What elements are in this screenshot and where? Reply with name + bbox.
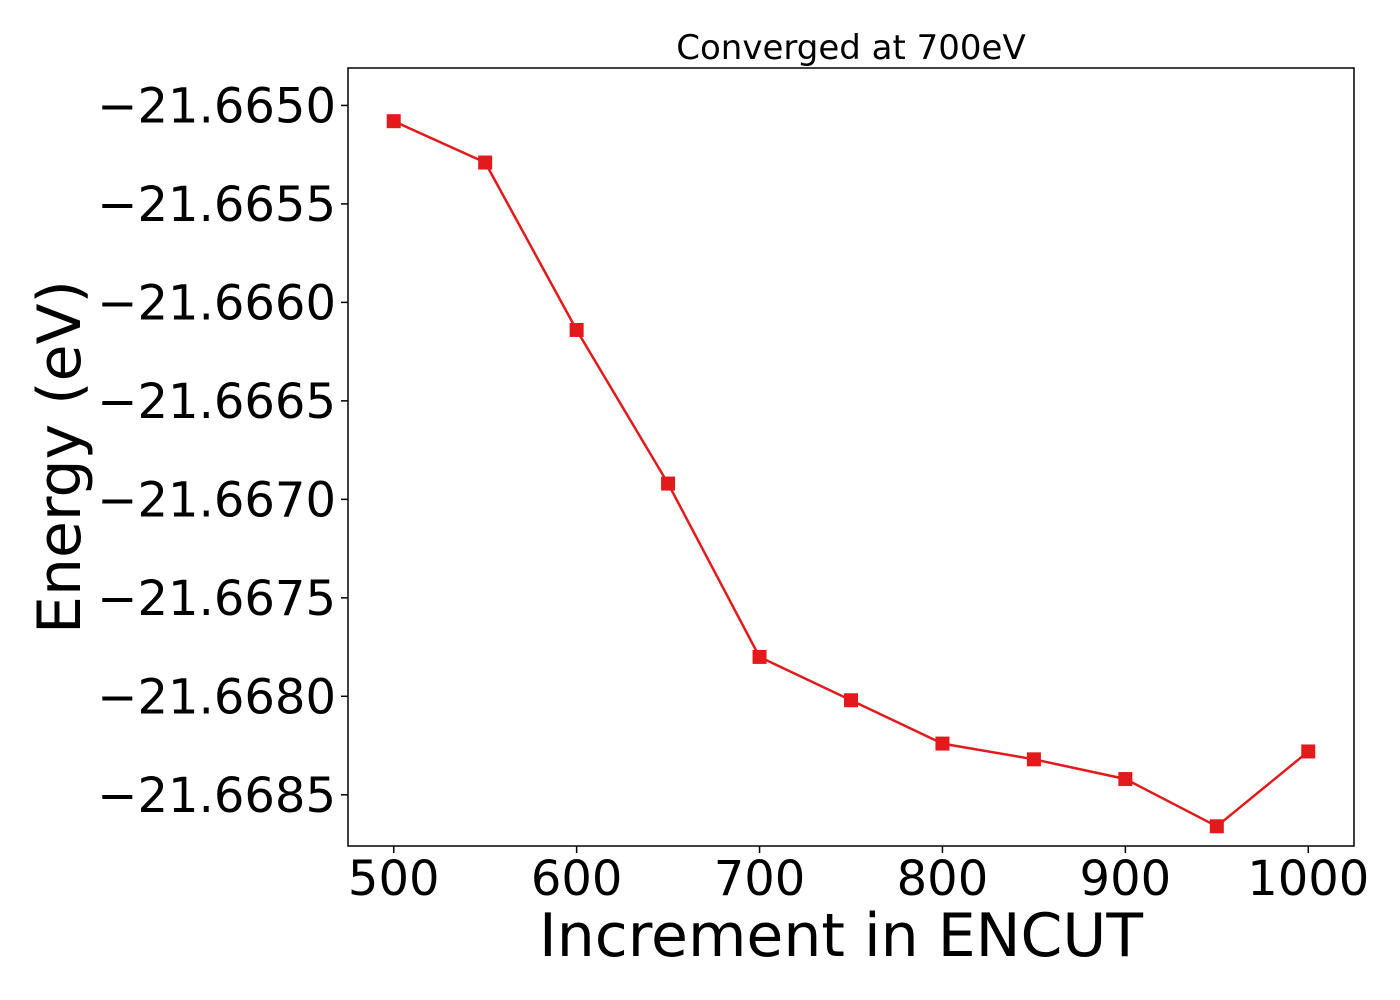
data-point-marker: [752, 649, 767, 664]
x-tick-label: 800: [897, 851, 989, 907]
y-axis-label: Energy (eV): [25, 280, 95, 634]
data-point-marker: [1118, 772, 1133, 787]
y-tick-label: −21.6685: [97, 768, 336, 824]
plot-frame: [347, 67, 1355, 847]
x-tick-label: 500: [348, 851, 440, 907]
y-axis-ticks: −21.6650 −21.6655 −21.6660 −21.6665 −21.6670…: [97, 78, 348, 824]
y-tick-label: −21.6680: [97, 669, 336, 725]
y-tick-label: −21.6660: [97, 275, 336, 331]
data-point-marker: [844, 693, 858, 708]
x-axis-label: Increment in ENCUT: [539, 901, 1143, 971]
x-tick-label: 700: [714, 851, 806, 907]
y-tick-label: −21.6665: [97, 374, 336, 430]
y-tick-label: −21.6650: [97, 78, 336, 134]
plot-marks: [386, 114, 1316, 834]
series-line: [393, 120, 1310, 828]
data-point-marker: [661, 476, 676, 491]
x-tick-label: 900: [1080, 851, 1172, 907]
x-axis-ticks: 500 600 700 800 900 1000: [348, 846, 1369, 907]
data-point-marker: [1209, 819, 1224, 834]
data-point-marker: [386, 114, 401, 129]
y-tick-label: −21.6675: [97, 571, 336, 627]
data-point-marker: [478, 155, 493, 170]
data-point-marker: [1301, 744, 1316, 759]
x-tick-label: 600: [531, 851, 623, 907]
chart-title: Converged at 700eV: [676, 28, 1025, 68]
x-tick-label: 1000: [1247, 851, 1369, 907]
data-point-marker: [1026, 752, 1041, 767]
y-tick-label: −21.6670: [97, 472, 336, 528]
data-point-marker: [569, 322, 584, 337]
y-tick-label: −21.6655: [97, 177, 336, 233]
data-point-marker: [935, 736, 950, 751]
